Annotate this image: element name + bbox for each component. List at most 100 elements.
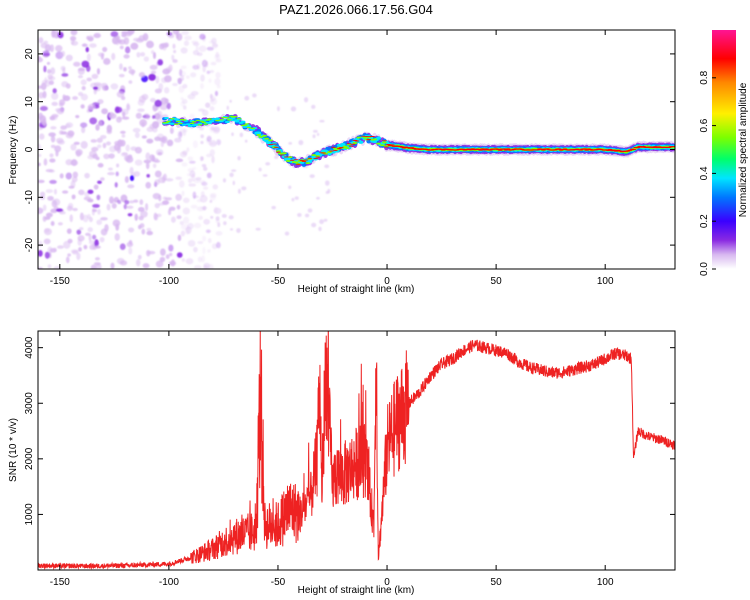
noise-speckle xyxy=(188,160,196,164)
x-tick-label: 100 xyxy=(597,577,614,588)
noise-speckle xyxy=(221,214,227,218)
ridge-cell xyxy=(276,151,281,153)
ridge-cell xyxy=(283,156,289,158)
noise-speckle xyxy=(123,67,127,72)
noise-speckle xyxy=(231,169,237,172)
snr-panel: -150 -100 -50 0 50 100 1000 2000 3000 4000 Height… xyxy=(8,330,676,596)
noise-speckle xyxy=(145,181,152,189)
noise-speckle xyxy=(70,143,77,151)
ridge-cell xyxy=(236,118,242,120)
noise-speckle xyxy=(183,40,189,47)
noise-speckle xyxy=(115,106,123,113)
y-tick-label: 4000 xyxy=(24,336,35,359)
noise-speckle xyxy=(200,74,205,82)
noise-speckle xyxy=(188,183,197,187)
colorbar-tick-label: 0.4 xyxy=(699,166,710,180)
noise-speckle xyxy=(70,180,76,189)
noise-speckle xyxy=(116,163,120,168)
spectrogram-xlabel: Height of straight line (km) xyxy=(298,284,415,295)
noise-speckle xyxy=(186,147,190,152)
ridge-cell xyxy=(364,136,370,138)
noise-speckle xyxy=(92,86,99,90)
ridge-cell xyxy=(315,156,321,158)
noise-speckle xyxy=(307,208,313,213)
noise-speckle xyxy=(120,130,126,134)
x-tick-label: -50 xyxy=(271,276,286,287)
noise-speckle xyxy=(182,207,190,215)
noise-speckle xyxy=(124,176,129,183)
noise-speckle xyxy=(127,213,133,217)
noise-speckle xyxy=(47,246,53,254)
noise-speckle xyxy=(135,259,141,267)
noise-speckle xyxy=(45,212,53,218)
noise-speckle xyxy=(214,90,219,97)
ridge-cell xyxy=(256,133,262,136)
noise-speckle xyxy=(298,139,304,146)
noise-speckle xyxy=(93,88,97,95)
snr-axes: -150 -100 -50 0 50 100 1000 2000 3000 4000 xyxy=(24,331,675,588)
noise-speckle xyxy=(145,162,150,170)
noise-speckle xyxy=(81,60,90,68)
y-tick-label: 10 xyxy=(24,96,35,108)
noise-speckle xyxy=(201,109,209,117)
noise-speckle xyxy=(88,233,92,242)
snr-frame xyxy=(37,330,676,571)
ridge-cell xyxy=(221,116,226,119)
ridge-cell xyxy=(340,142,346,147)
noise-speckle xyxy=(38,250,43,257)
noise-speckle xyxy=(184,35,192,41)
noise-speckle xyxy=(226,105,230,111)
noise-speckle xyxy=(91,73,99,79)
x-tick-label: 50 xyxy=(491,276,503,287)
noise-speckle xyxy=(157,151,163,156)
noise-speckle xyxy=(150,97,156,103)
noise-speckle xyxy=(128,227,135,233)
ridge-cell xyxy=(168,118,173,122)
noise-speckle xyxy=(232,180,236,186)
noise-speckle xyxy=(87,189,94,195)
noise-speckle xyxy=(91,146,99,152)
noise-speckle xyxy=(114,233,120,241)
y-tick-label: 20 xyxy=(24,48,35,60)
ridge-cell xyxy=(584,149,590,151)
noise-speckle xyxy=(103,153,110,160)
noise-speckle xyxy=(81,43,88,47)
noise-speckle xyxy=(312,134,316,139)
noise-speckle xyxy=(193,222,202,229)
noise-speckle xyxy=(97,99,104,105)
noise-speckle xyxy=(271,205,276,210)
noise-speckle xyxy=(146,138,154,144)
noise-speckle xyxy=(137,254,142,260)
noise-speckle xyxy=(134,146,142,154)
noise-speckle xyxy=(96,137,103,143)
noise-speckle xyxy=(182,197,190,204)
noise-speckle xyxy=(175,31,179,39)
ridge-cell xyxy=(478,149,484,151)
ridge-cell xyxy=(501,148,507,150)
noise-speckle xyxy=(77,235,85,242)
noise-speckle xyxy=(160,97,168,105)
noise-speckle xyxy=(40,191,46,198)
noise-speckle xyxy=(43,228,52,236)
ridge-cell xyxy=(219,119,224,121)
noise-speckle xyxy=(139,119,148,127)
ridge-cell xyxy=(311,154,317,157)
noise-speckle xyxy=(209,192,217,198)
ridge-cell xyxy=(611,149,617,151)
noise-speckle xyxy=(157,114,163,119)
ridge-cell xyxy=(670,145,675,148)
noise-speckle xyxy=(81,126,86,134)
noise-speckle xyxy=(311,222,317,228)
spectrogram-area xyxy=(38,30,675,269)
ridge-cell xyxy=(242,125,248,128)
noise-speckle xyxy=(185,258,194,265)
ridge-cell xyxy=(370,136,376,138)
noise-speckle xyxy=(313,129,318,133)
ridge-cell xyxy=(266,141,271,145)
noise-speckle xyxy=(228,215,234,220)
noise-speckle xyxy=(159,103,168,111)
noise-speckle xyxy=(215,231,223,236)
noise-speckle xyxy=(180,65,187,70)
noise-speckle xyxy=(80,122,88,128)
noise-speckle xyxy=(150,70,157,75)
